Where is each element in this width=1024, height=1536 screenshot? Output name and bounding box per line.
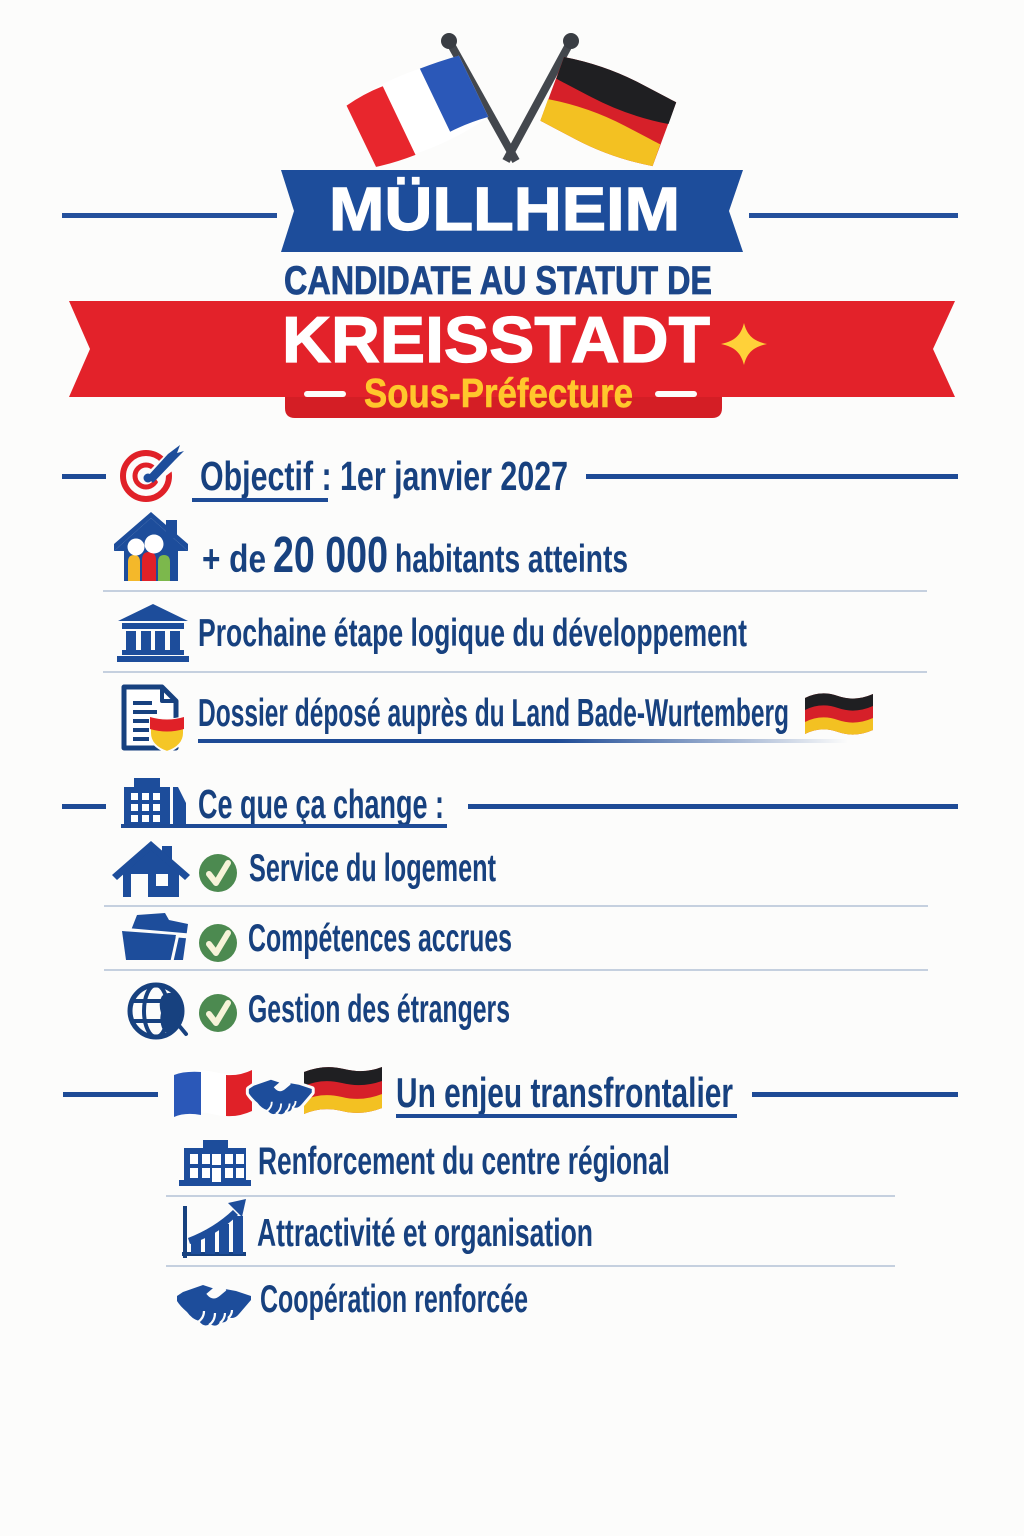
svg-text:Ce que ça change :: Ce que ça change : (198, 781, 444, 827)
svg-text:Dossier déposé auprès du Land: Dossier déposé auprès du Land Bade-Wurte… (198, 692, 789, 735)
svg-text:+ de: + de (202, 538, 266, 581)
svg-text:20 000: 20 000 (273, 526, 388, 583)
svg-text:Attractivité et organisation: Attractivité et organisation (257, 1212, 593, 1255)
svg-text:habitants atteints: habitants atteints (395, 538, 628, 581)
svg-text:Objectif : 1er janvier 2027: Objectif : 1er janvier 2027 (200, 453, 568, 499)
svg-text:Gestion des étrangers: Gestion des étrangers (248, 988, 510, 1031)
svg-text:Service du logement: Service du logement (249, 847, 496, 890)
svg-text:Prochaine étape logique du dév: Prochaine étape logique du développement (198, 612, 747, 655)
svg-text:KREISSTADT: KREISSTADT (282, 303, 710, 376)
svg-text:Compétences accrues: Compétences accrues (248, 917, 512, 960)
svg-text:Un enjeu transfrontalier: Un enjeu transfrontalier (396, 1069, 733, 1116)
svg-text:CANDIDATE AU STATUT DE: CANDIDATE AU STATUT DE (284, 259, 712, 303)
svg-text:Renforcement du centre régiona: Renforcement du centre régional (258, 1140, 670, 1183)
svg-text:Sous-Préfecture: Sous-Préfecture (364, 370, 633, 416)
svg-text:Coopération renforcée: Coopération renforcée (260, 1278, 528, 1321)
svg-text:MÜLLHEIM: MÜLLHEIM (329, 175, 680, 243)
